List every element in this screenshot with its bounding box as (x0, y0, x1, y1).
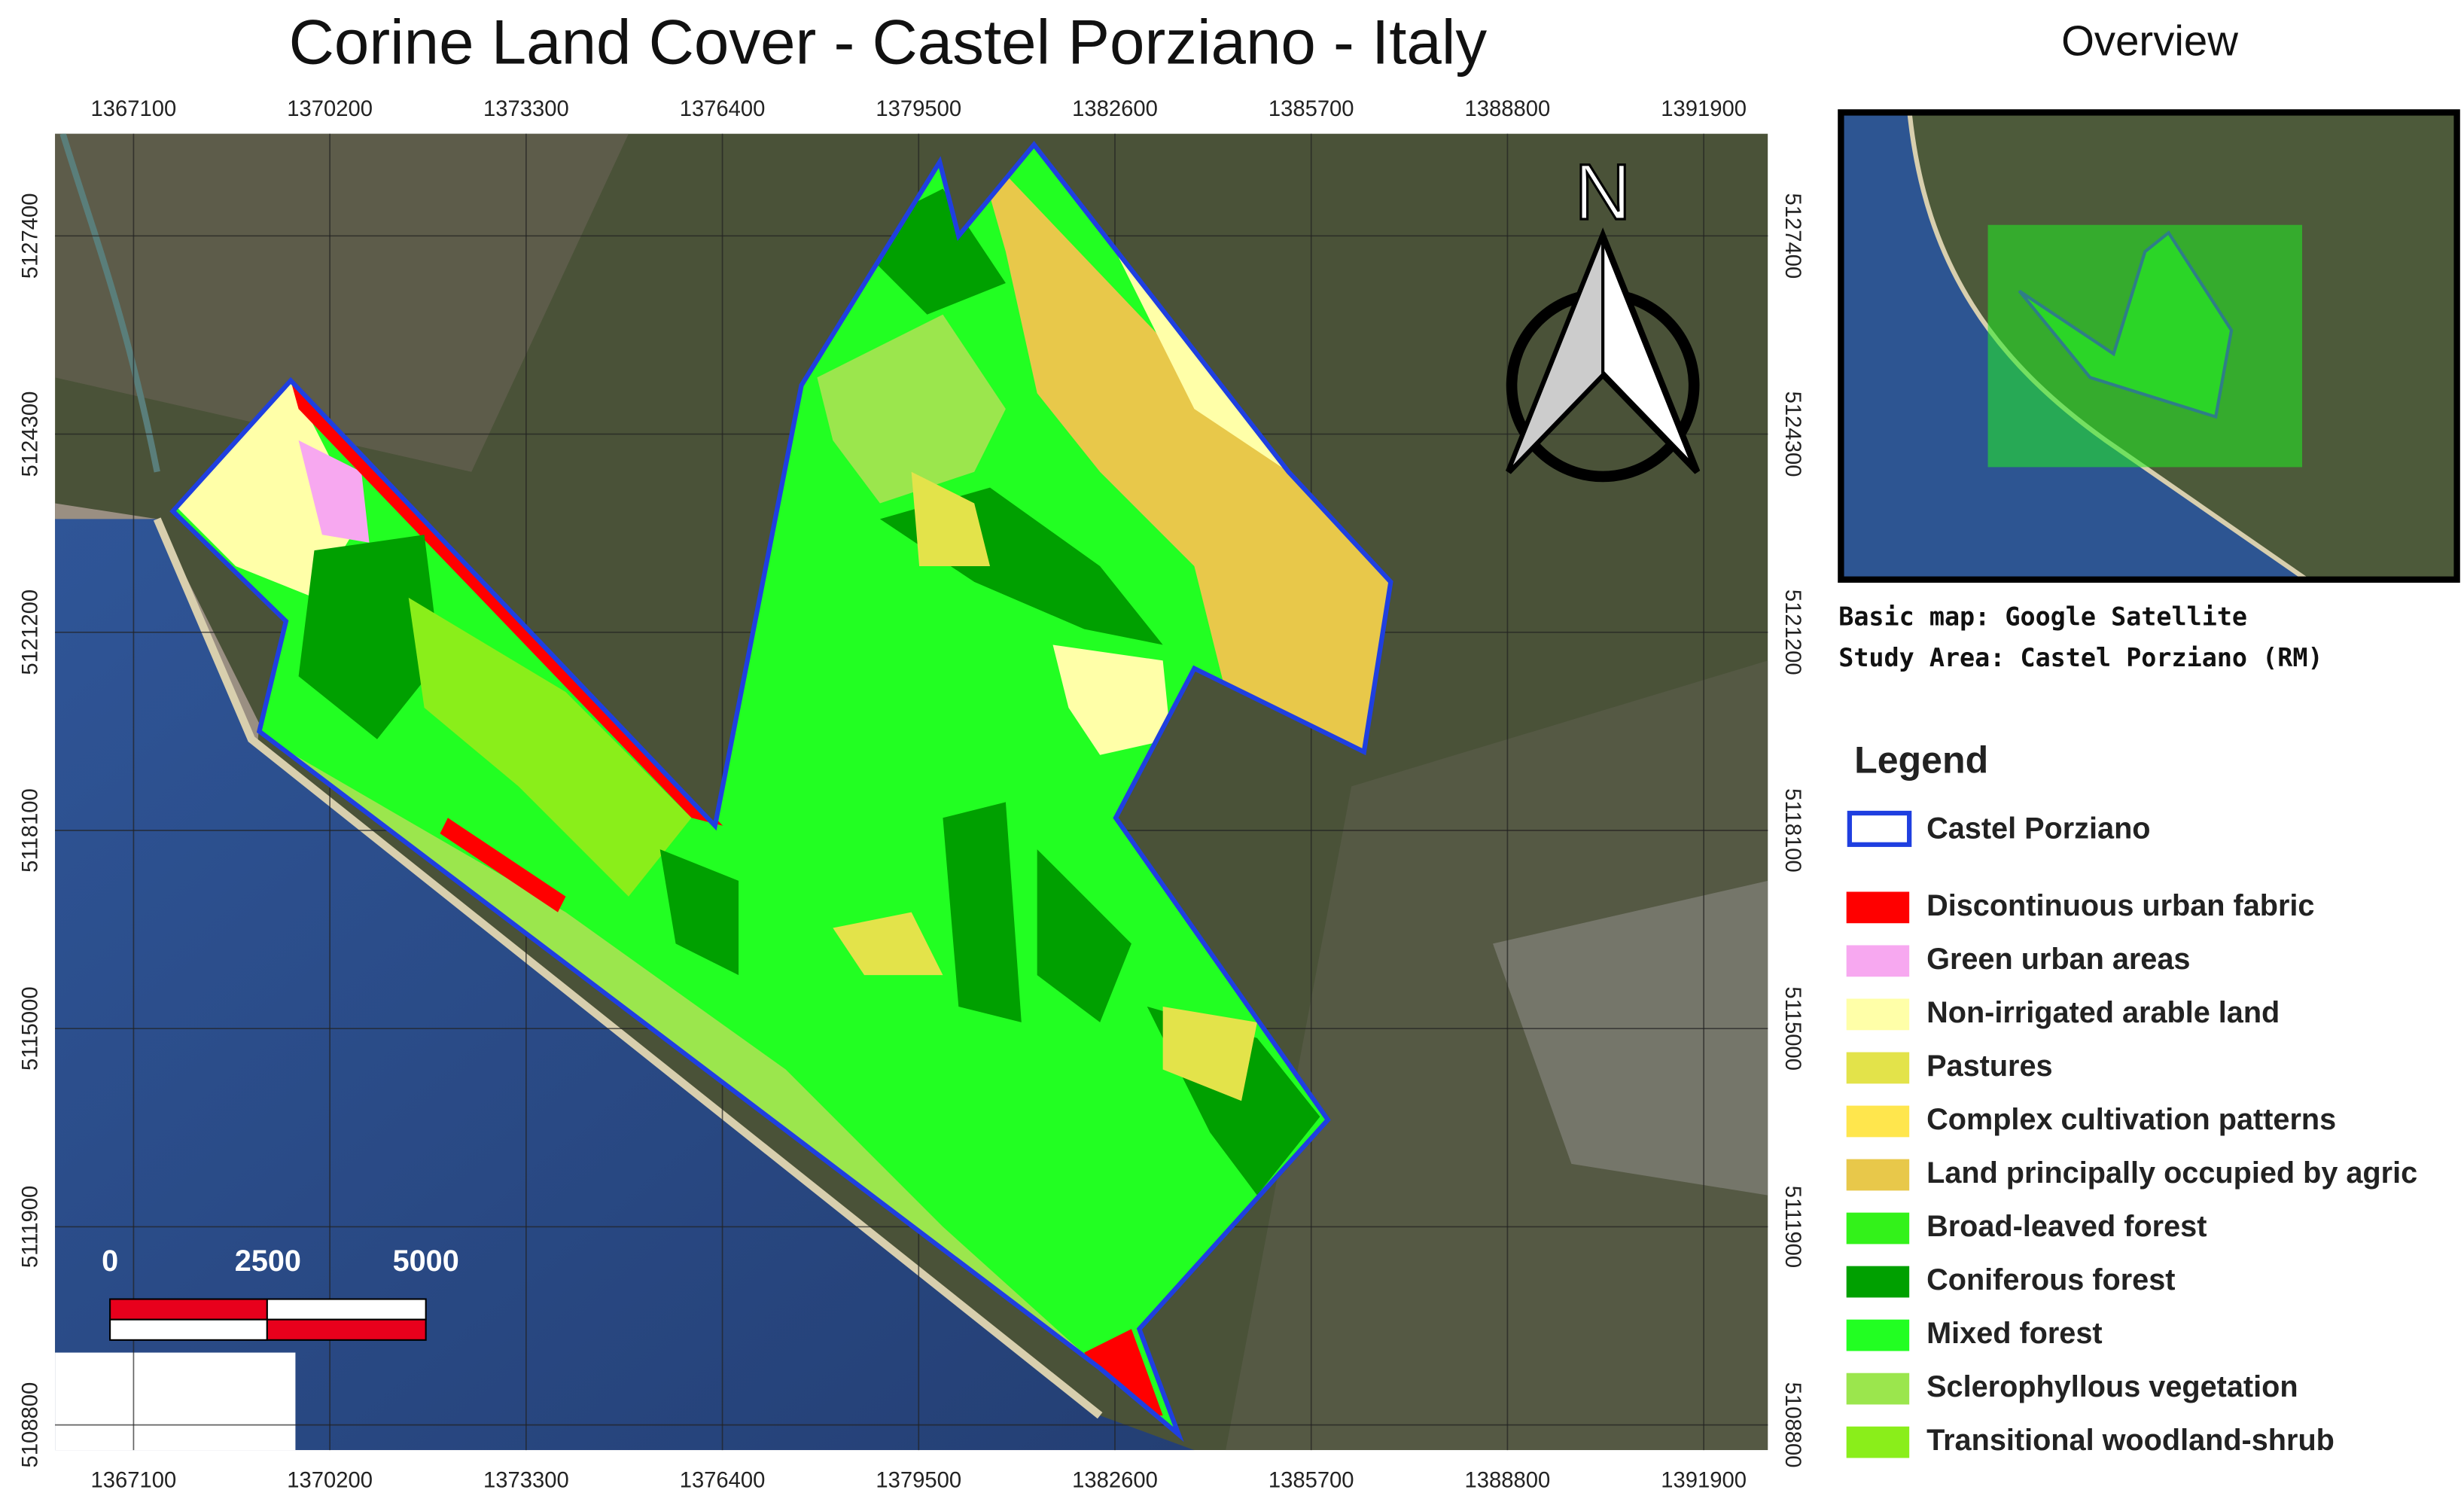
land-cover-patch (659, 849, 739, 976)
y-coordinate-label: 5124300 (1780, 391, 1805, 477)
land-cover-patch (1052, 644, 1171, 755)
x-coordinate-label: 1391900 (1661, 97, 1747, 121)
legend-swatch (1846, 1212, 1910, 1245)
y-coordinate-label: 5118100 (1780, 788, 1805, 873)
x-coordinate-label: 1391900 (1661, 1469, 1747, 1493)
legend-label: Pastures (1926, 1050, 2052, 1083)
legend: Legend Castel Porziano Discontinuous urba… (1846, 739, 2417, 1458)
land-cover-patch (172, 380, 362, 598)
overview-title: Overview (2061, 17, 2238, 64)
legend-swatch (1846, 1373, 1910, 1405)
land-cover-patch (298, 535, 440, 739)
x-coordinate-label: 1379500 (876, 1469, 961, 1493)
land-cover-patch (440, 818, 566, 912)
legend-label: Broad-leaved forest (1926, 1210, 2207, 1243)
land-cover-patch (833, 912, 943, 976)
legend-label: Non-irrigated arable land (1926, 996, 2280, 1029)
y-coordinate-label: 5118100 (18, 788, 42, 873)
land-cover-patch (1037, 849, 1131, 1022)
land-cover-patch (974, 145, 1391, 755)
legend-swatch (1846, 1105, 1910, 1138)
scale-label: 5000 (393, 1245, 459, 1278)
x-coordinate-label: 1382600 (1072, 97, 1158, 121)
legend-label: Mixed forest (1926, 1317, 2103, 1350)
y-coordinate-label: 5127400 (1780, 193, 1805, 279)
legend-swatch (1846, 1319, 1910, 1351)
x-coordinate-label: 1370200 (287, 1469, 373, 1493)
land-cover-patch (1162, 1006, 1257, 1101)
y-coordinate-label: 5108800 (1780, 1382, 1805, 1468)
land-cover-patch (1084, 1329, 1163, 1416)
y-coordinate-label: 5121200 (18, 590, 42, 675)
x-coordinate-label: 1373300 (483, 97, 569, 121)
legend-swatch (1847, 810, 1912, 847)
scale-label: 0 (102, 1245, 118, 1278)
y-coordinate-label: 5115000 (18, 986, 42, 1071)
y-coordinate-label: 5124300 (18, 391, 42, 477)
legend-label: Complex cultivation patterns (1926, 1103, 2336, 1136)
legend-swatch (1846, 1159, 1910, 1191)
north-arrow: N (1506, 147, 1701, 483)
legend-swatch (1846, 1052, 1910, 1084)
y-coordinate-label: 5115000 (1780, 986, 1805, 1071)
overview-caption: Study Area: Castel Porziano (RM) (1838, 643, 2322, 672)
x-coordinate-label: 1367100 (91, 1469, 177, 1493)
y-coordinate-label: 5108800 (18, 1382, 42, 1468)
x-coordinate-label: 1385700 (1269, 97, 1354, 121)
y-coordinate-label: 5111900 (1780, 1186, 1805, 1268)
legend-swatch (1846, 1426, 1910, 1458)
y-coordinate-label: 5111900 (18, 1186, 42, 1268)
x-coordinate-label: 1376400 (680, 1469, 766, 1493)
legend-swatch (1846, 891, 1910, 924)
x-coordinate-label: 1388800 (1465, 97, 1551, 121)
legend-label: Transitional woodland-shrub (1926, 1424, 2335, 1457)
land-cover-patch (943, 802, 1022, 1022)
land-cover-patch (298, 440, 370, 543)
overview-map: Basic map: Google Satellite Study Area: … (1838, 109, 2460, 672)
x-coordinate-label: 1370200 (287, 97, 373, 121)
x-coordinate-label: 1367100 (91, 97, 177, 121)
legend-swatch (1846, 945, 1910, 977)
y-coordinate-label: 5121200 (1780, 590, 1805, 675)
legend-label: Land principally occupied by agric (1926, 1156, 2417, 1190)
scale-bar: 0 2500 5000 (102, 1245, 459, 1341)
x-coordinate-label: 1379500 (876, 97, 961, 121)
legend-swatch (1846, 1266, 1910, 1298)
land-cover-patch (911, 471, 991, 567)
x-coordinate-label: 1376400 (680, 97, 766, 121)
x-coordinate-label: 1385700 (1269, 1469, 1354, 1493)
x-coordinate-label: 1373300 (483, 1469, 569, 1493)
land-cover-patch (817, 314, 1006, 504)
overview-caption: Basic map: Google Satellite (1838, 602, 2247, 631)
legend-label: Discontinuous urban fabric (1926, 889, 2314, 922)
scale-label: 2500 (235, 1245, 301, 1278)
legend-swatch (1846, 998, 1910, 1031)
y-coordinate-label: 5127400 (18, 193, 42, 279)
legend-label: Castel Porziano (1926, 812, 2150, 845)
legend-label: Coniferous forest (1926, 1263, 2175, 1296)
north-label: N (1574, 148, 1631, 236)
x-coordinate-label: 1388800 (1465, 1469, 1551, 1493)
x-coordinate-label: 1382600 (1072, 1469, 1158, 1493)
legend-title: Legend (1854, 739, 1988, 781)
legend-label: Green urban areas (1926, 943, 2190, 976)
land-cover-patch (408, 597, 692, 897)
legend-label: Sclerophyllous vegetation (1926, 1370, 2298, 1403)
map-title: Corine Land Cover - Castel Porziano - It… (289, 7, 1488, 78)
